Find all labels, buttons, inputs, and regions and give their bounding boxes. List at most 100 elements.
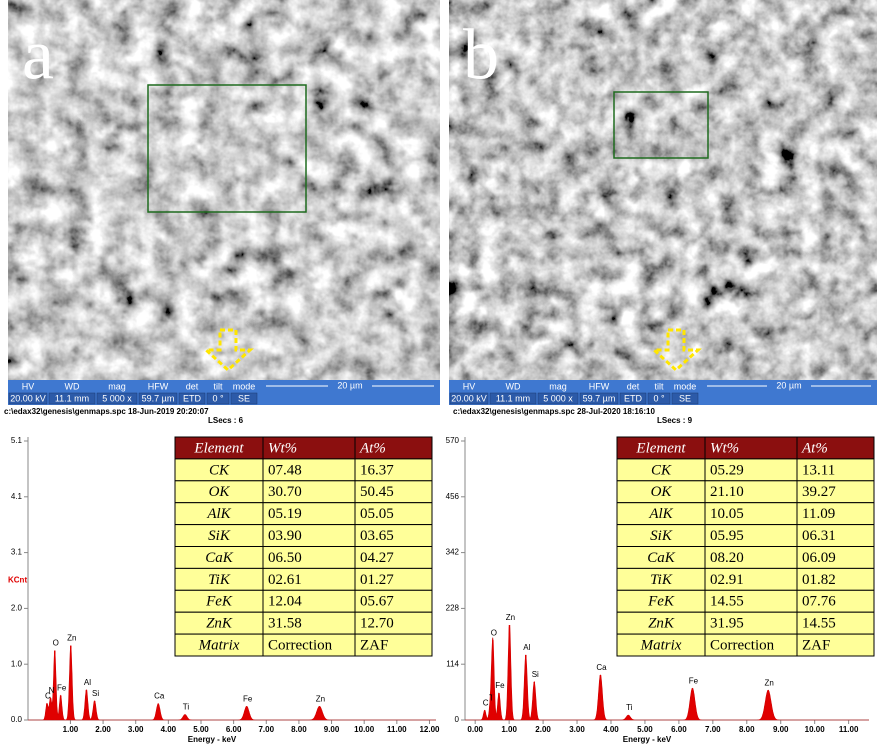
peak-label: Ca (596, 663, 607, 672)
peak-label: O (53, 639, 59, 648)
table-text: 02.61 (268, 572, 302, 588)
spectrum-area (28, 645, 436, 721)
info-cell (8, 392, 48, 405)
table-text: 06.09 (802, 550, 836, 566)
x-tick-label: 11.00 (839, 725, 859, 734)
x-axis-label: Energy - keV (188, 735, 237, 744)
x-tick-label: 3.00 (128, 725, 144, 734)
x-tick-label: 7.00 (705, 725, 721, 734)
peak-label: Ca (154, 692, 165, 701)
info-header: det (186, 381, 199, 391)
table-text: AlK (206, 506, 231, 522)
x-tick-label: 6.00 (226, 725, 242, 734)
peak-label: Fe (243, 694, 253, 703)
x-tick-label: 11.00 (387, 725, 407, 734)
roi-box (613, 91, 709, 159)
info-value: 0 ° (212, 393, 224, 403)
info-header: det (627, 381, 640, 391)
info-cell (671, 392, 699, 405)
info-value: SE (679, 393, 691, 403)
table-header: Element (635, 440, 686, 456)
table-text: 39.27 (802, 484, 836, 500)
peak-label: Zn (764, 678, 773, 687)
table-text: 21.10 (710, 484, 744, 500)
info-header: HV (463, 381, 476, 391)
table-text: 12.04 (268, 594, 302, 610)
sem-texture (8, 0, 440, 380)
info-cell (647, 392, 671, 405)
table-text: 10.05 (710, 506, 744, 522)
table-text: 05.05 (360, 506, 394, 522)
x-tick-label: 2.00 (95, 725, 111, 734)
info-cell (96, 392, 138, 405)
x-tick-label: 9.00 (773, 725, 789, 734)
table-header: At% (359, 440, 386, 456)
x-tick-label: 10.00 (805, 725, 826, 734)
y-tick-label: 4.1 (11, 492, 23, 501)
x-tick-label: 4.00 (161, 725, 177, 734)
x-tick-label: 5.00 (193, 725, 209, 734)
info-cell (206, 392, 230, 405)
info-cell (537, 392, 579, 405)
arrow (650, 328, 702, 373)
info-value: 59.7 µm (583, 393, 616, 403)
x-tick-label: 9.00 (324, 725, 340, 734)
table-cell (796, 633, 875, 657)
table-header: Wt% (710, 440, 739, 456)
info-value: ETD (183, 393, 202, 403)
table-text: 06.31 (802, 528, 836, 544)
table-text: 04.27 (360, 550, 394, 566)
spectrum-header: c:\edax32\genesis\genmaps.spc 18-Jun-201… (4, 407, 209, 416)
peak-label: Fe (689, 676, 699, 685)
y-tick-label: 456 (446, 492, 460, 501)
peak-label: C (483, 698, 489, 707)
info-cell (230, 392, 258, 405)
info-value: 0 ° (653, 393, 665, 403)
peak-label: Si (532, 670, 539, 679)
peak-label: Ti (183, 703, 190, 712)
table-header: At% (801, 440, 828, 456)
info-value: 20.00 kV (10, 393, 46, 403)
peak-label: Zn (506, 613, 515, 622)
table-text: OK (651, 484, 673, 500)
table-text: 03.90 (268, 528, 302, 544)
table-text: 01.82 (802, 572, 836, 588)
table-text: 01.27 (360, 572, 394, 588)
table-text: OK (209, 484, 231, 500)
peak-label: Fe (57, 683, 67, 692)
table-text: TiK (208, 572, 231, 588)
info-cell (489, 392, 537, 405)
table-text: CK (209, 462, 230, 478)
info-cell (579, 392, 619, 405)
roi-box (147, 84, 307, 213)
table-text: 14.55 (802, 616, 836, 632)
panel-label: b (463, 15, 499, 95)
x-tick-label: 5.00 (637, 725, 653, 734)
peak-label: Si (92, 689, 99, 698)
info-header: tilt (655, 381, 664, 391)
table-text: CaK (647, 550, 676, 566)
table-text: SiK (650, 528, 673, 544)
info-cell (138, 392, 178, 405)
info-value: 5 000 x (543, 393, 573, 403)
info-header: HFW (589, 381, 610, 391)
y-tick-label: 5.1 (11, 436, 23, 445)
spectrum-lsecs: LSecs : 9 (657, 416, 693, 425)
peak-label: Zn (316, 694, 325, 703)
peak-label: T (489, 693, 494, 702)
table-text: 08.20 (710, 550, 744, 566)
peak-label: Ti (626, 703, 633, 712)
scale-label: 20 µm (337, 380, 362, 390)
table-text: CaK (205, 550, 234, 566)
table-text: 07.76 (802, 594, 836, 610)
x-tick-label: 8.00 (291, 725, 307, 734)
table-text: 30.70 (268, 484, 302, 500)
peak-label: Zn (67, 634, 76, 643)
table-text: 03.65 (360, 528, 394, 544)
table-text: 07.48 (268, 462, 302, 478)
y-tick-label: 342 (446, 548, 460, 557)
info-value: 11.1 mm (55, 393, 89, 403)
x-axis-label: Energy - keV (623, 735, 672, 744)
